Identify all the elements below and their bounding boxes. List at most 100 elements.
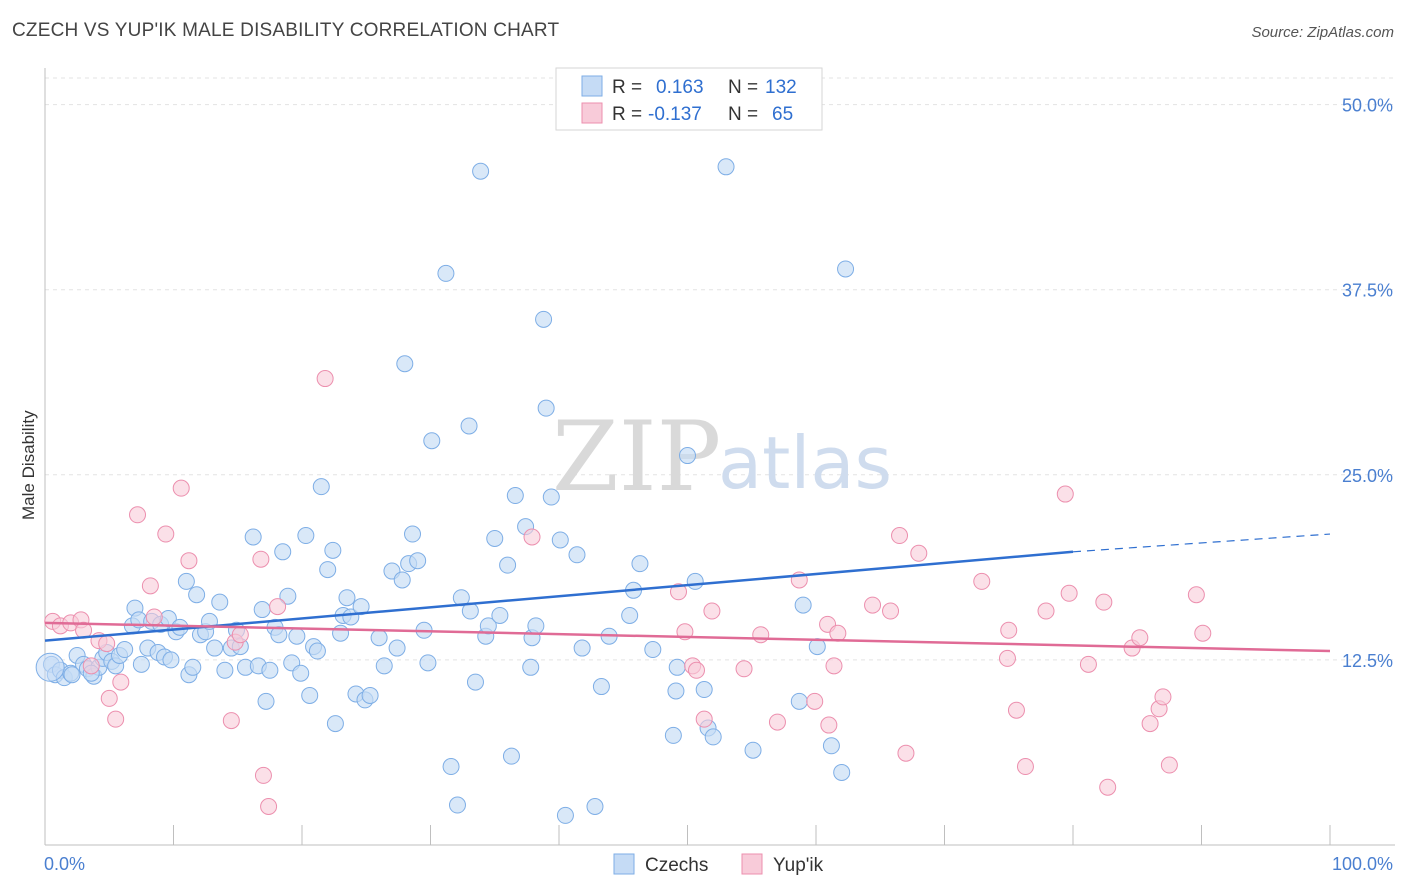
czech-point	[288, 627, 306, 645]
czech-point	[393, 571, 411, 589]
czech-point	[437, 264, 455, 282]
yupik-point	[98, 635, 116, 653]
yupik-point	[100, 689, 118, 707]
czech-point	[667, 682, 685, 700]
czech-point	[396, 355, 414, 373]
czech-point	[621, 606, 639, 624]
yupik-point	[829, 624, 847, 642]
czech-point	[537, 399, 555, 417]
czech-point	[506, 487, 524, 505]
yupik-point	[141, 577, 159, 595]
yupik-point	[670, 583, 688, 601]
legend-r-label: R =	[612, 77, 642, 98]
czech-point	[717, 158, 735, 176]
czech-point	[162, 651, 180, 669]
czech-point	[404, 525, 422, 543]
yupik-point	[157, 525, 175, 543]
czech-point	[332, 624, 350, 642]
czech-point	[312, 478, 330, 496]
yupik-point	[687, 661, 705, 679]
legend-r-label: R =	[612, 104, 642, 125]
czech-point	[790, 692, 808, 710]
czech-point	[279, 587, 297, 605]
yupik-point	[998, 649, 1016, 667]
czech-point	[319, 561, 337, 579]
czech-trend-extension	[1072, 533, 1331, 553]
bottom-legend-czechs: Czechs	[645, 855, 708, 876]
legend: R = 0.163 N = 132 R = -0.137 N = 65	[555, 67, 823, 131]
czech-point	[188, 586, 206, 604]
czech-point	[423, 432, 441, 450]
czech-point	[704, 728, 722, 746]
y-tick-label: 25.0%	[1342, 466, 1393, 486]
yupik-point	[252, 550, 270, 568]
yupik-point	[231, 626, 249, 644]
legend-n-label: N =	[728, 77, 758, 98]
czech-point	[499, 556, 517, 574]
yupik-point	[1060, 584, 1078, 602]
czech-point	[491, 606, 509, 624]
x-tick-label: 0.0%	[44, 854, 85, 874]
czech-point	[177, 572, 195, 590]
yupik-point	[1141, 715, 1159, 733]
yupik-point	[1160, 756, 1178, 774]
tick-labels: 12.5% 25.0% 37.5% 50.0% 0.0% 100.0%	[44, 96, 1393, 874]
czech-point	[695, 681, 713, 699]
legend-swatch-yupik	[581, 102, 603, 124]
y-tick-label: 12.5%	[1342, 651, 1393, 671]
yupik-point	[768, 713, 786, 731]
yupik-point	[1007, 701, 1025, 719]
yupik-point	[864, 596, 882, 614]
czech-point	[551, 531, 569, 549]
yupik-points	[44, 370, 1212, 815]
czech-point	[253, 601, 271, 619]
yupik-point	[910, 544, 928, 562]
yupik-point	[1154, 688, 1172, 706]
czech-point	[472, 162, 490, 180]
yupik-point	[1000, 621, 1018, 639]
czech-point	[442, 758, 460, 776]
czech-point	[375, 657, 393, 675]
yupik-point	[523, 528, 541, 546]
legend-r-value: 0.163	[656, 77, 704, 98]
czech-point	[324, 541, 342, 559]
czech-point	[479, 617, 497, 635]
yupik-point	[269, 598, 287, 616]
yupik-point	[1194, 624, 1212, 642]
yupik-point	[316, 370, 334, 388]
czech-point	[686, 572, 704, 590]
yupik-point	[1079, 655, 1097, 673]
czech-point	[542, 488, 560, 506]
czech-point	[573, 639, 591, 657]
legend-n-value: 65	[772, 104, 793, 125]
chart-title: CZECH VS YUP'IK MALE DISABILITY CORRELAT…	[12, 20, 560, 41]
czech-point	[668, 658, 686, 676]
czech-point	[586, 798, 604, 815]
czech-point	[664, 726, 682, 744]
czech-point	[326, 715, 344, 733]
yupik-point	[973, 572, 991, 590]
bottom-legend-swatch-czech	[613, 853, 635, 875]
czech-point	[502, 747, 520, 765]
yupik-point	[254, 766, 272, 784]
czech-point	[837, 260, 855, 278]
czech-point	[63, 666, 81, 684]
bottom-legend-swatch-yupik	[741, 853, 763, 875]
yupik-point	[891, 527, 909, 545]
czech-point	[244, 528, 262, 546]
czech-point	[679, 447, 696, 465]
yupik-point	[82, 657, 100, 675]
yupik-point	[129, 506, 147, 524]
czech-point	[592, 678, 610, 696]
yupik-point	[825, 657, 843, 675]
x-tick-label: 100.0%	[1332, 854, 1393, 874]
yupik-point	[1095, 593, 1113, 611]
czech-point	[338, 589, 356, 607]
czech-point	[466, 673, 484, 691]
yupik-point	[1056, 485, 1074, 503]
czech-point	[257, 692, 275, 710]
bottom-legend: Czechs Yup'ik	[613, 853, 824, 876]
yupik-trend-line	[44, 621, 1331, 653]
czech-point	[522, 658, 540, 676]
